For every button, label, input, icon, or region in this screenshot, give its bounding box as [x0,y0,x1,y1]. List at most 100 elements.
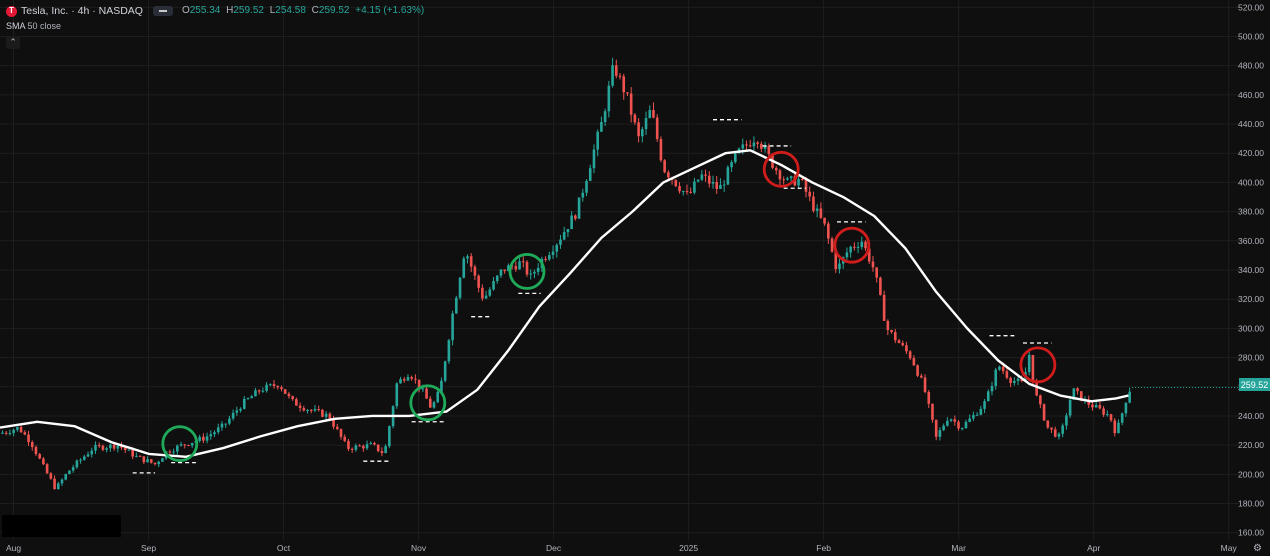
candle-body [34,447,38,455]
candle-body [83,456,86,460]
candle-body [596,131,599,150]
candle-body [946,420,949,426]
candle-body [1053,429,1057,437]
candle-body [838,263,841,270]
candle-body [860,241,864,248]
candle-body [585,180,588,193]
hide-legend-button[interactable] [152,6,173,16]
candle-body [1001,366,1005,372]
candle-body [1128,391,1131,403]
candle-body [213,432,216,435]
support-circle [161,425,199,463]
candle-body [823,217,826,224]
candle-body [1109,414,1113,421]
candle-body [172,451,175,453]
candle-body [306,410,309,412]
candle-body [354,445,358,450]
candle-body [871,261,875,268]
candle-body [648,110,652,119]
candle-body [45,464,49,474]
candle-body [269,384,272,386]
candle-body [1094,405,1098,408]
candle-body [689,191,692,193]
candle-body [1072,388,1076,400]
candle-body [931,403,934,420]
candle-body [358,445,361,447]
candle-body [1117,422,1120,434]
candle-body [339,429,343,437]
candle-body [1035,381,1038,396]
candle-body [767,145,771,155]
candle-body [979,408,983,415]
candle-body [75,460,79,468]
candle-body [774,167,778,171]
candle-body [693,181,696,193]
candle-body [395,383,399,407]
candle-body [484,295,488,299]
price-tick-label: 400.00 [1238,177,1264,187]
candle-body [56,483,60,489]
chevron-up-icon[interactable]: ⌃ [6,36,20,49]
candle-body [890,330,893,333]
candle-body [905,345,908,352]
candle-body [1061,425,1064,434]
candle-body [637,122,640,137]
time-tick-label: May [1221,543,1238,553]
candle-body [198,436,201,441]
candle-body [901,343,905,346]
candle-body [972,415,975,419]
candle-body [797,178,800,186]
candle-body [105,448,108,450]
candle-body [867,248,871,262]
candle-body [577,197,581,219]
candle-body [384,446,387,454]
candle-body [882,294,886,321]
candle-body [242,398,246,409]
resistance-circle [1019,346,1057,384]
candle-body [555,244,559,252]
candle-body [4,432,8,434]
candle-body [1120,413,1124,423]
candle-body [443,361,447,381]
candle-body [990,386,994,392]
candle-body [614,65,618,76]
candle-body [912,358,916,366]
candle-body [428,398,432,408]
candle-body [425,388,428,399]
time-tick-label: 2025 [679,543,698,553]
candle-body [402,379,406,381]
candle-body [834,251,838,270]
candle-body [265,384,268,391]
candle-body [313,409,317,411]
candle-body [350,448,354,450]
candle-body [730,162,733,168]
candle-body [12,429,15,434]
change-value: +4.15 (+1.63%) [355,5,425,16]
close-value: 259.52 [318,5,350,16]
symbol-title[interactable]: Tesla, Inc. · 4h · NASDAQ [21,5,143,17]
candle-body [1016,378,1020,381]
candle-body [1091,404,1094,408]
gear-icon[interactable]: ⚙ [1253,543,1262,554]
candle-body [875,267,878,278]
candle-body [908,351,912,359]
candle-body [782,179,785,181]
candle-body [276,386,280,388]
candle-body [551,251,555,256]
price-tick-label: 200.00 [1238,469,1264,479]
price-tick-label: 360.00 [1238,236,1264,246]
price-tick-label: 160.00 [1238,528,1264,538]
price-tick-label: 520.00 [1238,2,1264,12]
time-tick-label: Oct [277,543,291,553]
candle-body [79,459,82,461]
candle-body [849,246,852,253]
candle-body [127,449,131,451]
high-value: 259.52 [233,5,264,16]
candle-body [1102,408,1105,415]
sma-indicator-label[interactable]: SMA 50 close [6,21,61,31]
candle-body [94,444,97,451]
candle-body [544,258,547,260]
candle-body [711,182,715,184]
candle-body [120,445,123,448]
